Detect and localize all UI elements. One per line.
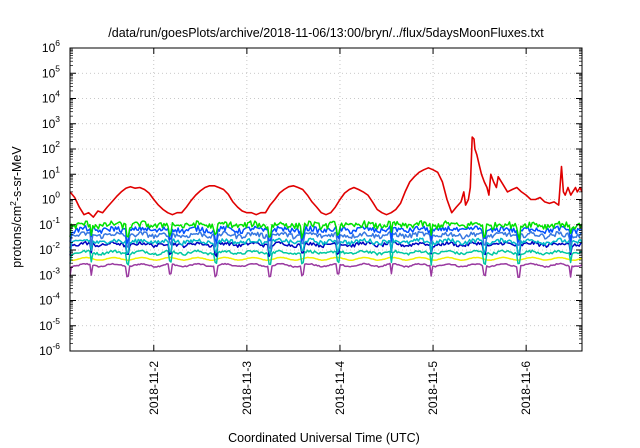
series-line-6 xyxy=(69,249,583,266)
y-tick-label-base: 10 xyxy=(42,167,56,181)
series-line-3 xyxy=(69,230,583,250)
y-tick-label: 10-5 xyxy=(39,316,60,333)
y-tick-label-base: 10 xyxy=(39,319,53,333)
y-tick-label: 106 xyxy=(42,38,60,55)
x-tick-label: 2018-11-2 xyxy=(147,361,161,415)
y-tick-label: 102 xyxy=(42,139,60,156)
y-tick-label-base: 10 xyxy=(39,344,53,358)
y-tick-label-base: 10 xyxy=(39,243,53,257)
series-line-8 xyxy=(69,262,583,279)
y-tick-label: 104 xyxy=(42,89,60,106)
y-tick-label-exponent: 1 xyxy=(55,164,60,174)
grid-lines xyxy=(70,48,582,351)
x-axis: 2018-11-2 2018-11-3 2018-11-4 2018-11-5 2018… xyxy=(147,48,533,415)
chart-title: /data/run/goesPlots/archive/2018-11-06/1… xyxy=(108,26,544,40)
y-tick-label-exponent: 2 xyxy=(55,139,60,149)
x-tick-label: 2018-11-4 xyxy=(333,361,347,415)
y-tick-label: 103 xyxy=(42,114,60,131)
y-tick-label-exponent: 3 xyxy=(55,114,60,124)
series-line-2 xyxy=(69,225,583,245)
y-tick-label-exponent: -1 xyxy=(52,215,60,225)
y-tick-label: 10-3 xyxy=(39,265,60,282)
series-line-1 xyxy=(69,220,583,241)
series-group xyxy=(69,136,583,279)
y-tick-label-base: 10 xyxy=(42,92,56,106)
y-axis-label: protons/cm2-s-sr-MeV xyxy=(8,146,24,268)
y-tick-label-exponent: -2 xyxy=(52,240,60,250)
y-tick-label-exponent: 6 xyxy=(55,38,60,48)
y-tick-label-exponent: 5 xyxy=(55,63,60,73)
x-tick-label: 2018-11-6 xyxy=(519,361,533,415)
y-tick-label-base: 10 xyxy=(42,41,56,55)
y-tick-label-exponent: 4 xyxy=(55,89,60,99)
series-line-0 xyxy=(69,136,583,218)
y-tick-label: 101 xyxy=(42,164,60,181)
y-tick-label: 100 xyxy=(42,190,60,207)
y-axis: 10-610-510-410-310-210-11001011021031041… xyxy=(39,38,582,358)
y-tick-label-base: 10 xyxy=(42,117,56,131)
y-tick-label: 10-1 xyxy=(39,215,60,232)
y-tick-label-exponent: -6 xyxy=(52,341,60,351)
y-tick-label: 10-6 xyxy=(39,341,60,358)
series-line-4 xyxy=(69,237,583,256)
x-tick-label: 2018-11-3 xyxy=(240,361,254,415)
series-line-7 xyxy=(69,256,583,262)
y-tick-label-base: 10 xyxy=(39,218,53,232)
y-tick-label-exponent: -4 xyxy=(52,291,60,301)
y-tick-label-base: 10 xyxy=(42,66,56,80)
y-tick-label-base: 10 xyxy=(42,193,56,207)
y-tick-label-base: 10 xyxy=(42,142,56,156)
y-tick-label-exponent: -3 xyxy=(52,265,60,275)
y-tick-label-base: 10 xyxy=(39,294,53,308)
y-axis-label-sup: 2 xyxy=(8,201,18,206)
y-tick-label: 10-4 xyxy=(39,291,60,308)
x-axis-label: Coordinated Universal Time (UTC) xyxy=(228,431,420,445)
y-axis-label-suffix: -s-sr-MeV xyxy=(10,146,24,202)
y-axis-label-prefix: protons/cm xyxy=(10,206,24,268)
y-tick-label: 10-2 xyxy=(39,240,60,257)
y-tick-label-base: 10 xyxy=(39,268,53,282)
y-tick-label-exponent: 0 xyxy=(55,190,60,200)
y-tick-label-exponent: -5 xyxy=(52,316,60,326)
y-tick-label: 105 xyxy=(42,63,60,80)
x-tick-label: 2018-11-5 xyxy=(426,361,440,415)
